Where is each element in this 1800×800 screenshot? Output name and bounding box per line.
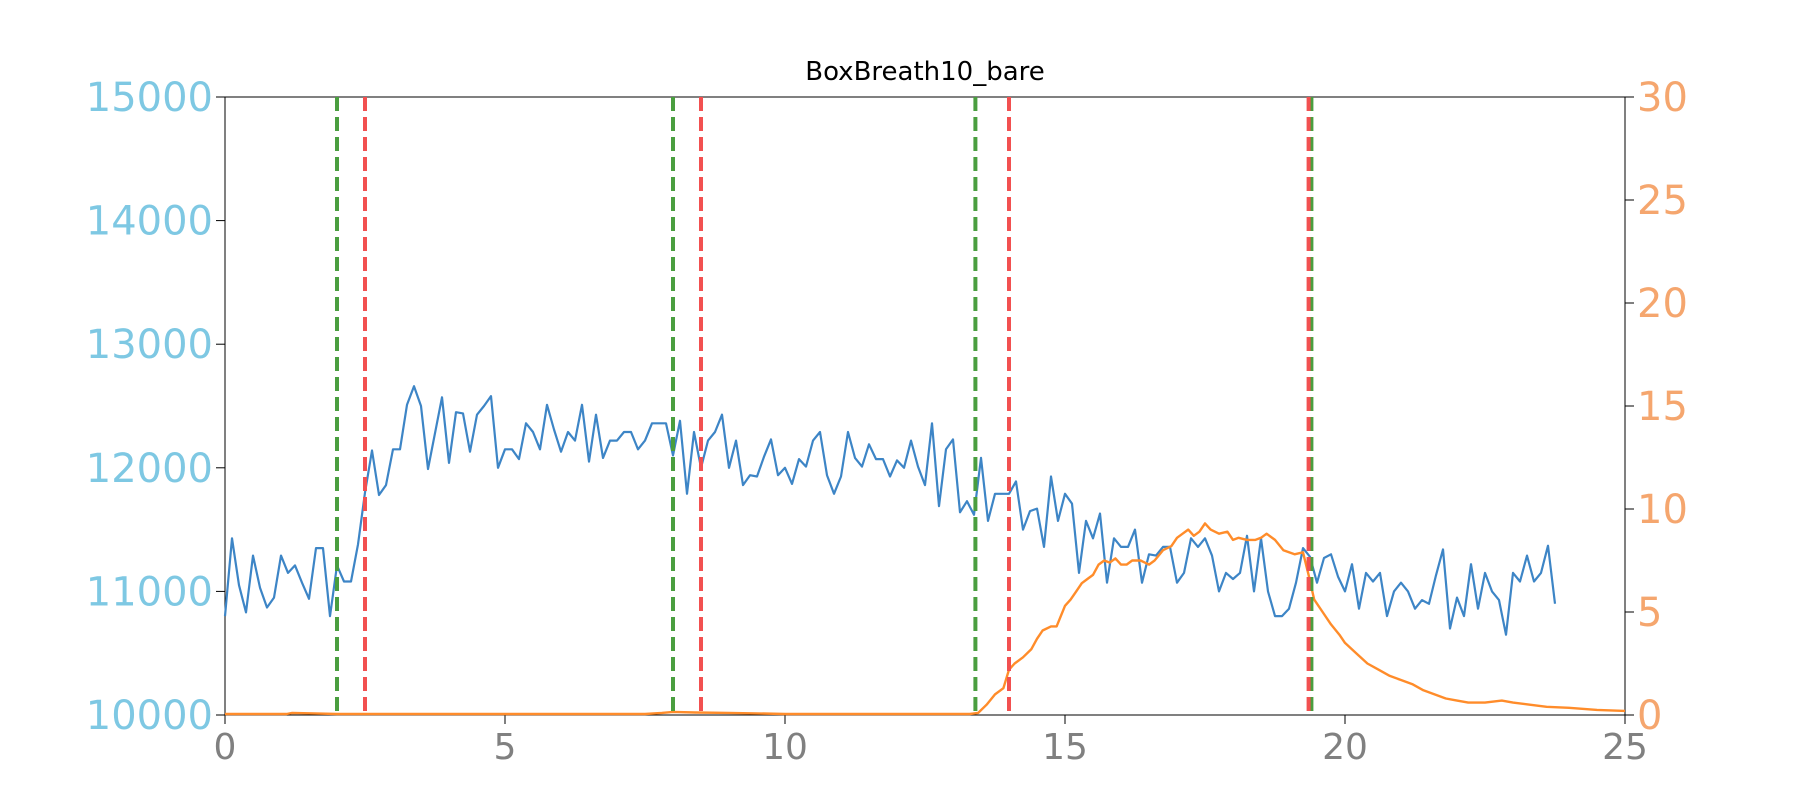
y-tick-label: 14000 — [86, 199, 213, 245]
chart-title: BoxBreath10_bare — [805, 57, 1045, 87]
x-tick-label: 20 — [1322, 727, 1368, 768]
y-tick-label: 15000 — [86, 75, 213, 121]
x-tick-label: 25 — [1602, 727, 1648, 768]
x-tick-label: 15 — [1042, 727, 1088, 768]
y2-tick-label: 20 — [1637, 281, 1688, 327]
x-tick-label: 5 — [494, 727, 517, 768]
secondary-series-line — [225, 522, 1626, 716]
y2-tick-label: 5 — [1637, 590, 1662, 636]
y-tick-label: 11000 — [86, 569, 213, 615]
primary-series-line — [223, 385, 1557, 636]
x-tick-label: 0 — [214, 727, 237, 768]
y-tick-label: 10000 — [86, 693, 213, 739]
y-tick-label: 13000 — [86, 322, 213, 368]
y2-tick-label: 15 — [1637, 384, 1688, 430]
y2-tick-label: 10 — [1637, 487, 1688, 533]
plot-area: 10000 11000 12000 13000 14000 15000 0 5 10 15 20 25… — [86, 75, 1688, 768]
x-tick-label: 10 — [762, 727, 808, 768]
y2-tick-label: 25 — [1637, 178, 1688, 224]
y2-tick-label: 30 — [1637, 75, 1688, 121]
y2-tick-label: 0 — [1637, 693, 1662, 739]
plot-frame — [224, 96, 1626, 716]
y-tick-label: 12000 — [86, 446, 213, 492]
